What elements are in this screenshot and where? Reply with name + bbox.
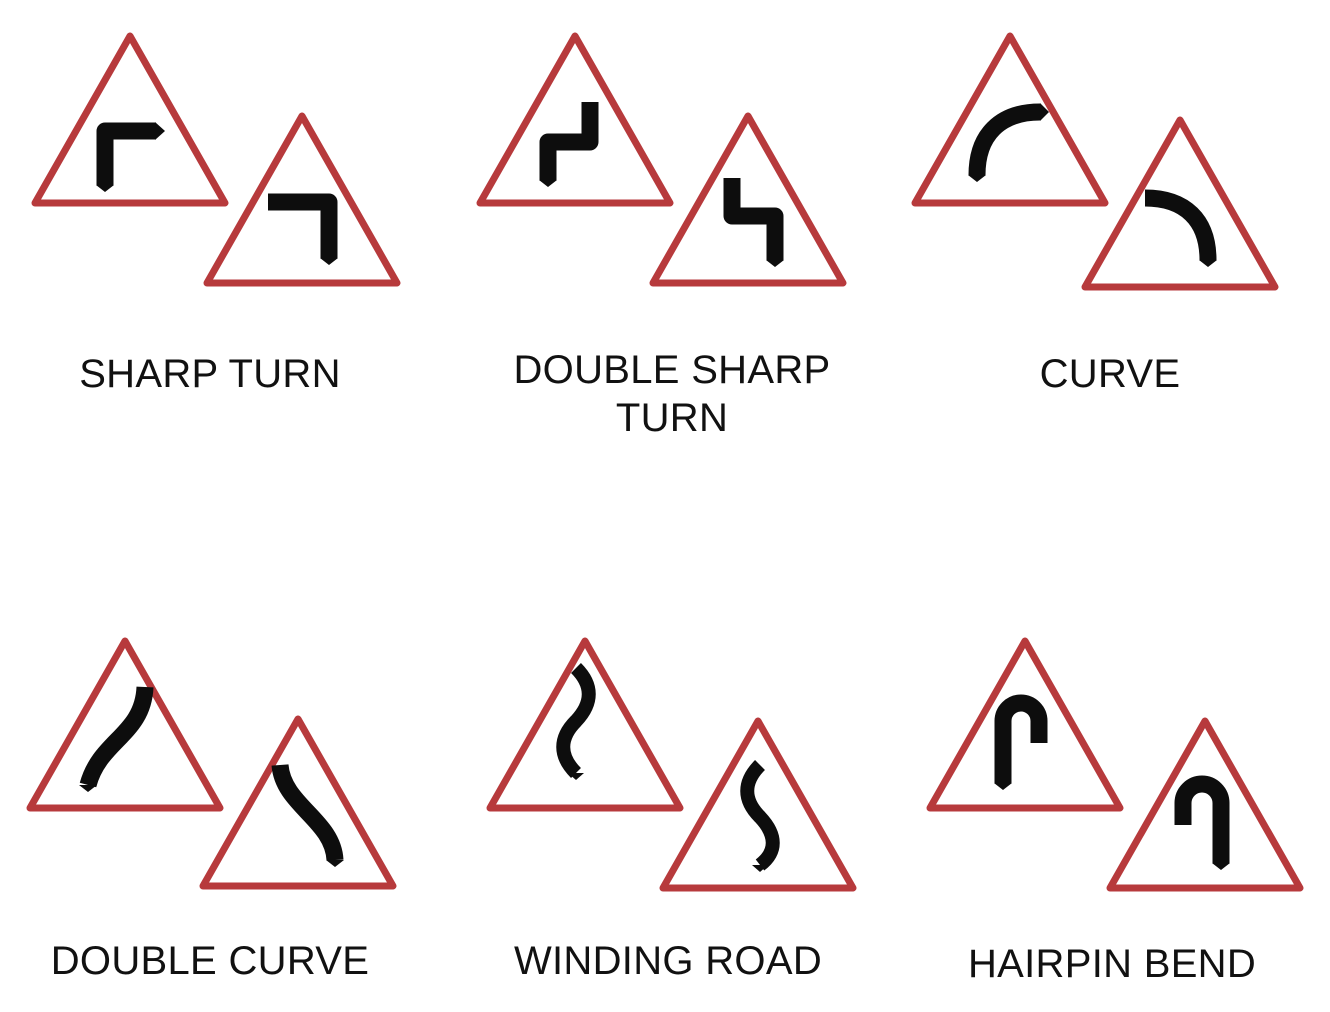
winding-road-right-first-sign	[663, 721, 853, 888]
left-curve-sign	[1085, 120, 1275, 287]
sharp-left-turn-icon	[268, 193, 338, 265]
hairpin-left-sign	[1110, 721, 1300, 888]
winding-road-signs-graphic	[475, 625, 875, 900]
hairpin-left-icon	[1174, 775, 1230, 870]
double-curve-right-first-sign	[30, 641, 220, 808]
right-curve-icon	[968, 103, 1049, 182]
double-curve-left-first-icon	[271, 763, 344, 867]
winding-road-right-first-icon	[740, 760, 780, 872]
winding-road-left-first-icon	[556, 663, 596, 780]
hairpin-right-icon	[994, 694, 1048, 790]
sharp-turn-caption: SHARP TURN	[79, 352, 341, 396]
hairpin-bend-signs-graphic	[915, 625, 1315, 900]
sharp-right-turn-icon	[96, 122, 165, 192]
double-sharp-turn-right-first-sign	[480, 36, 670, 203]
winding-road-left-first-sign	[490, 641, 680, 808]
double-curve-signs-graphic	[15, 625, 415, 900]
double-sharp-turn-right-first-icon	[539, 102, 599, 187]
sharp-turn-signs-graphic	[20, 20, 410, 290]
right-curve-sign	[915, 36, 1105, 203]
double-curve-left-first-sign	[203, 719, 393, 886]
double-sharp-turn-signs-graphic	[465, 20, 865, 290]
left-curve-icon	[1144, 189, 1217, 267]
double-sharp-turn-caption: DOUBLE SHARP TURN	[513, 348, 831, 440]
sharp-left-turn-sign	[207, 116, 397, 283]
hairpin-bend-caption: HAIRPIN BEND	[967, 942, 1257, 986]
double-sharp-turn-left-first-sign	[653, 116, 843, 283]
double-curve-right-first-icon	[79, 686, 154, 792]
hairpin-right-sign	[930, 641, 1120, 808]
winding-road-caption: WINDING ROAD	[513, 939, 823, 983]
curve-signs-graphic	[900, 20, 1300, 295]
double-sharp-turn-left-first-icon	[723, 178, 784, 267]
double-curve-caption: DOUBLE CURVE	[50, 939, 370, 983]
curve-caption: CURVE	[1039, 352, 1181, 396]
sharp-right-turn-sign	[35, 36, 225, 203]
